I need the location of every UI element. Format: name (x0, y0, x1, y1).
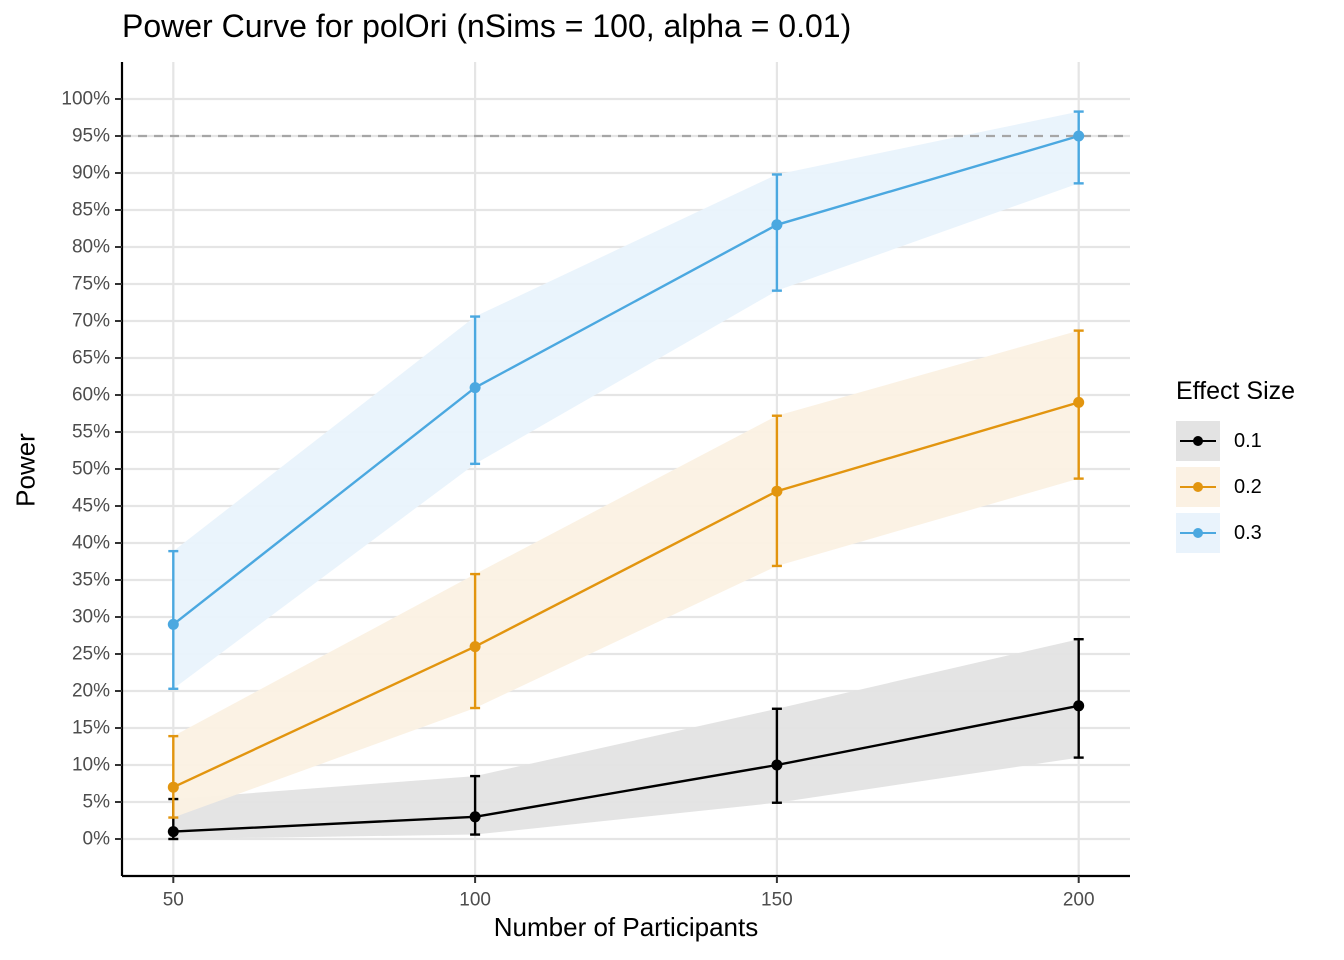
data-point-0.1 (771, 759, 783, 771)
legend-key (1176, 421, 1220, 461)
y-tick-label: 80% (72, 237, 110, 258)
legend-key-dot (1193, 436, 1203, 446)
series-line-0.3 (172, 134, 1080, 626)
y-tick-label: 95% (72, 126, 110, 147)
x-tick-label: 100 (459, 890, 491, 911)
data-point-0.2 (771, 485, 783, 497)
legend-label: 0.2 (1234, 475, 1262, 498)
y-tick-label: 15% (72, 718, 110, 739)
y-tick-label: 30% (72, 607, 110, 628)
y-tick-label: 5% (83, 792, 111, 813)
chart-title: Power Curve for polOri (nSims = 100, alp… (122, 8, 852, 44)
y-tick-label: 65% (72, 348, 110, 369)
data-point-0.2 (469, 641, 481, 653)
y-tick-label: 25% (72, 644, 110, 665)
y-tick-label: 0% (83, 829, 111, 850)
y-tick-label: 55% (72, 422, 110, 443)
y-tick-label: 75% (72, 274, 110, 295)
data-point-0.2 (1073, 396, 1085, 408)
y-tick-label: 50% (72, 459, 110, 480)
series-line-0.2 (172, 401, 1080, 789)
y-tick-label: 60% (72, 385, 110, 406)
legend-label: 0.3 (1234, 521, 1262, 544)
x-tick-label: 50 (163, 890, 184, 911)
series-points (167, 130, 1085, 838)
error-bar-0.2 (470, 572, 481, 710)
legend-title: Effect Size (1176, 377, 1296, 405)
data-point-0.1 (469, 811, 481, 823)
y-tick-label: 20% (72, 681, 110, 702)
legend-items: 0.1 0.2 0.3 (1176, 418, 1295, 556)
x-tick-label: 150 (761, 890, 793, 911)
data-point-0.1 (1073, 700, 1085, 712)
y-axis-label: Power (10, 433, 41, 507)
legend-key-dot (1193, 528, 1203, 538)
legend-item-0.3: 0.3 (1176, 510, 1295, 556)
y-tick-label: 100% (61, 89, 110, 110)
y-tick-label: 70% (72, 311, 110, 332)
x-tick-label: 200 (1063, 890, 1095, 911)
legend-item-0.1: 0.1 (1176, 418, 1295, 464)
ci-ribbon-0.1 (173, 639, 1079, 839)
error-bar-0.1 (470, 774, 481, 836)
y-tick-label: 40% (72, 533, 110, 554)
ci-ribbon-0.2 (173, 330, 1079, 818)
error-bars (168, 110, 1084, 841)
error-bar-0.1 (771, 707, 782, 804)
data-point-0.1 (167, 826, 179, 838)
legend-key (1176, 513, 1220, 553)
data-point-0.3 (1073, 130, 1085, 142)
ci-ribbon-0.3 (173, 111, 1079, 689)
data-point-0.2 (167, 781, 179, 793)
error-bar-0.1 (1073, 638, 1084, 759)
legend-key (1176, 467, 1220, 507)
error-bar-0.3 (1073, 110, 1084, 185)
data-point-0.3 (469, 382, 481, 394)
error-bar-0.3 (771, 173, 782, 292)
y-tick-label: 90% (72, 163, 110, 184)
data-point-0.3 (167, 618, 179, 630)
y-axis-ticks: 0% 5% 10% 15% 20% 25% 30% 35% 40% 45% 50% 55% 60% 65%… (61, 89, 122, 850)
confidence-ribbons (173, 111, 1079, 839)
legend-key-dot (1193, 482, 1203, 492)
y-tick-label: 85% (72, 200, 110, 221)
data-point-0.3 (771, 219, 783, 231)
legend-label: 0.1 (1234, 429, 1262, 452)
y-tick-label: 35% (72, 570, 110, 591)
legend: Effect Size 0.1 0.2 0.3 (1176, 377, 1295, 556)
series-line-0.1 (173, 704, 1079, 833)
series-lines (172, 134, 1080, 833)
legend-item-0.2: 0.2 (1176, 464, 1295, 510)
y-tick-label: 10% (72, 755, 110, 776)
error-bar-0.2 (168, 734, 179, 819)
x-axis-label: Number of Participants (493, 912, 759, 942)
x-axis-ticks: 50 100 150 200 (163, 876, 1095, 911)
y-tick-label: 45% (72, 496, 110, 517)
